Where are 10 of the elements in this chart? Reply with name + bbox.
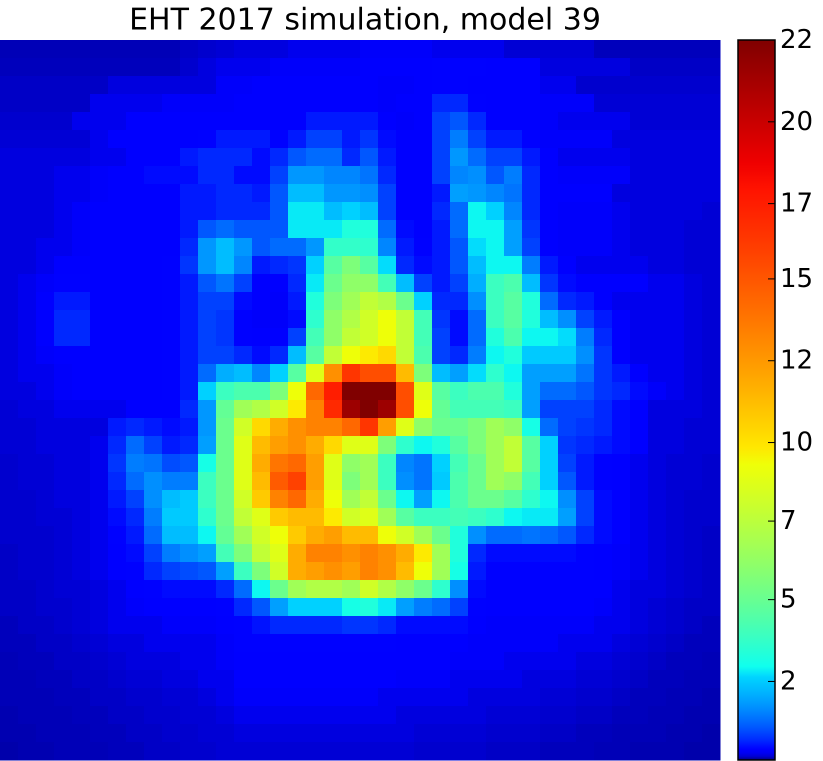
color-bar-label: 12 xyxy=(780,346,814,376)
color-bar-label: 22 xyxy=(780,25,814,55)
color-bar-label: 5 xyxy=(780,584,797,615)
color-bar-label: 17 xyxy=(780,188,814,219)
color-bar-label: 2 xyxy=(780,666,797,696)
color-bar-label: 7 xyxy=(780,506,797,536)
chart-title: EHT 2017 simulation, model 39 xyxy=(129,2,601,38)
color-bar-label: 10 xyxy=(780,428,814,458)
color-bar-label: 20 xyxy=(780,106,814,137)
color-bar-label: 15 xyxy=(780,264,814,294)
